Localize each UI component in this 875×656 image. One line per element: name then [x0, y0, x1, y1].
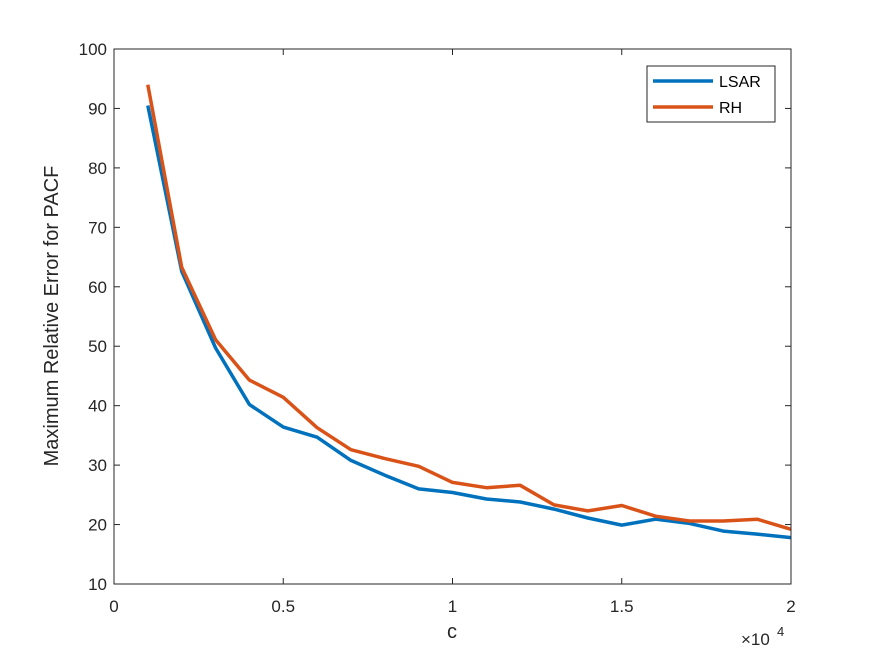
y-tick-label: 60 [88, 278, 107, 297]
axes-layer [113, 48, 792, 585]
x-axis-multiplier-base: ×10 [741, 630, 770, 649]
y-tick-label: 40 [88, 397, 107, 416]
y-tick-label: 70 [88, 218, 107, 237]
x-axis-multiplier: ×10 4 [741, 624, 784, 649]
x-axis-label: c [447, 621, 457, 643]
x-tick-label: 1 [448, 597, 457, 616]
y-tick-label: 30 [88, 456, 107, 475]
y-tick-label: 10 [88, 575, 107, 594]
x-tick-label: 0 [109, 597, 118, 616]
legend: LSAR RH [646, 65, 776, 123]
legend-label-lsar: LSAR [719, 74, 761, 91]
series-layer [146, 84, 792, 540]
plot-area [114, 49, 791, 584]
x-axis-multiplier-exponent: 4 [777, 624, 784, 639]
x-tick-label: 2 [786, 597, 795, 616]
series-line-rh [146, 84, 792, 531]
legend-label-rh: RH [719, 100, 742, 117]
y-tick-labels: 10 20 30 40 50 60 70 80 90 100 [79, 40, 107, 594]
y-tick-label: 100 [79, 40, 107, 59]
y-tick-label: 20 [88, 516, 107, 535]
x-tick-label: 1.5 [610, 597, 634, 616]
y-tick-label: 90 [88, 99, 107, 118]
y-tick-label: 50 [88, 337, 107, 356]
y-axis-label: Maximum Relative Error for PACF [41, 166, 63, 467]
series-line-lsar [146, 105, 792, 540]
legend-box [646, 65, 776, 123]
x-tick-labels: 0 0.5 1 1.5 2 [109, 597, 795, 616]
y-tick-label: 80 [88, 159, 107, 178]
x-tick-label: 0.5 [271, 597, 295, 616]
